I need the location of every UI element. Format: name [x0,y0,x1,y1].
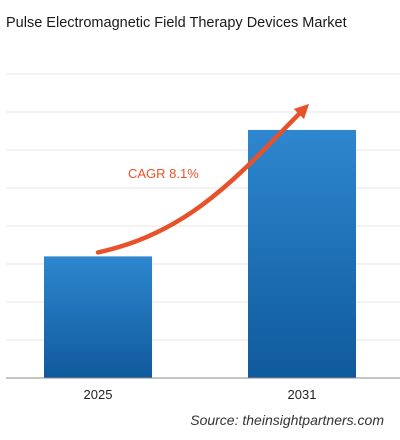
bars [44,129,356,378]
cagr-arrow [95,103,310,255]
cagr-label: CAGR 8.1% [128,166,199,181]
chart-title: Pulse Electromagnetic Field Therapy Devi… [6,15,347,31]
bar-2025 [44,256,152,378]
x-tick-label: 2031 [288,387,317,402]
bar-2031 [248,129,356,378]
source-credit: Source: theinsightpartners.com [190,412,384,428]
x-tick-labels: 2025 2031 [84,387,317,402]
x-tick-label: 2025 [84,387,113,402]
